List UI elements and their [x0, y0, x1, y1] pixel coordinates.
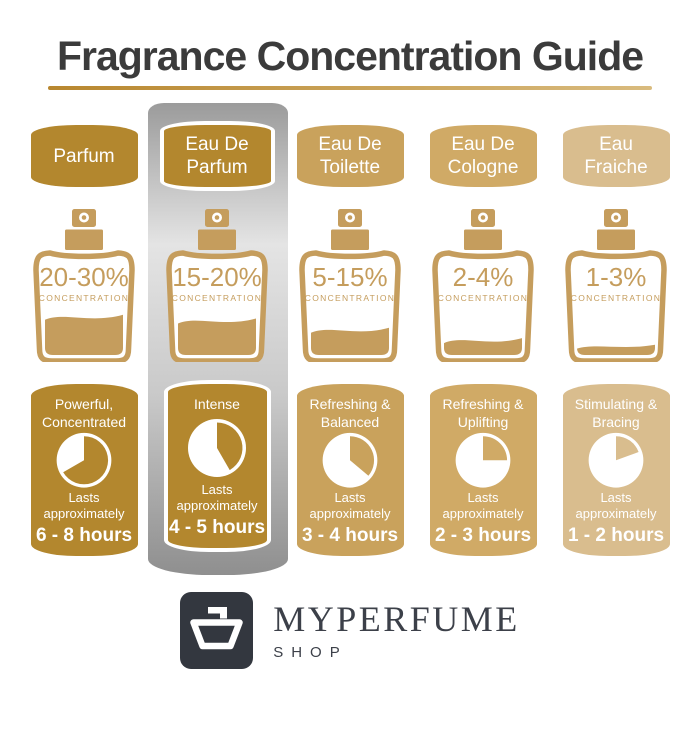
clock-wedge: [350, 436, 375, 476]
clock-icon: [588, 432, 644, 488]
card-title: Stimulating & Bracing: [574, 396, 658, 430]
hours-value: 3 - 4 hours: [301, 525, 399, 547]
column-eau-fraiche: Eau Fraiche 1-3% CONCENTRATION Stimulati…: [556, 103, 676, 575]
card-title: Refreshing & Uplifting: [442, 396, 524, 430]
duration-card: Intense Lasts approximately 4 - 5 hours: [163, 380, 271, 553]
lasts-label: Lasts approximately: [442, 489, 524, 521]
brand-name: MYPERFUME: [273, 598, 520, 639]
card-title: Powerful, Concentrated: [41, 396, 127, 430]
lasts-label: Lasts approximately: [176, 481, 258, 513]
clock-wedge: [616, 436, 639, 461]
perfume-bottle-icon: 5-15% CONCENTRATION: [291, 208, 409, 363]
clock-wedge: [63, 436, 109, 485]
header-box: Eau De Toilette: [296, 125, 404, 188]
fragrance-type-label: Parfum: [53, 145, 115, 167]
header-box: Eau De Parfum: [159, 121, 275, 192]
header-box: Eau De Cologne: [429, 125, 537, 188]
perfume-bottle-icon: 1-3% CONCENTRATION: [557, 208, 675, 363]
fragrance-type-label: Eau De Cologne: [447, 133, 519, 179]
clock-icon: [56, 432, 112, 488]
bottle-graphic: [33, 209, 135, 363]
clock-icon: [455, 432, 511, 488]
liquid-fill: [444, 338, 522, 356]
hours-value: 4 - 5 hours: [168, 517, 266, 539]
liquid-fill: [178, 318, 256, 356]
hours-value: 1 - 2 hours: [567, 525, 665, 547]
liquid-fill: [45, 314, 123, 356]
clock-wedge: [217, 422, 243, 470]
header-box: Eau Fraiche: [562, 125, 670, 188]
bottle-graphic: [565, 209, 667, 363]
card-title: Intense: [194, 396, 240, 413]
lasts-label: Lasts approximately: [43, 489, 125, 521]
clock-icon: [188, 418, 246, 477]
brand-text: MYPERFUME SHOP: [273, 601, 520, 661]
bottle-graphic: [299, 209, 401, 363]
title-underline: [48, 86, 652, 91]
column-eau-de-parfum: Eau De Parfum 15-20% CONCENTRATION Inten…: [157, 103, 277, 575]
perfume-bottle-icon: 15-20% CONCENTRATION: [158, 208, 276, 363]
page-title: Fragrance Concentration Guide: [56, 33, 644, 79]
infographic: Fragrance Concentration Guide Parfum 20-…: [0, 33, 700, 734]
hours-value: 6 - 8 hours: [35, 525, 133, 547]
header-box: Parfum: [30, 125, 138, 188]
column-eau-de-cologne: Eau De Cologne 2-4% CONCENTRATION Refres…: [423, 103, 543, 575]
column-parfum: Parfum 20-30% CONCENTRATION Powerful, Co…: [24, 103, 144, 575]
fragrance-type-label: Eau De Parfum: [185, 133, 249, 179]
duration-card: Refreshing & Uplifting Lasts approximate…: [429, 384, 537, 557]
bottle-graphic: [432, 209, 534, 363]
card-title: Refreshing & Balanced: [309, 396, 391, 430]
brand-bottle-icon: [180, 592, 254, 670]
duration-card: Refreshing & Balanced Lasts approximatel…: [296, 384, 404, 557]
lasts-label: Lasts approximately: [309, 489, 391, 521]
brand-sub: SHOP: [273, 643, 348, 661]
clock-icon: [322, 432, 378, 488]
brand-logo: MYPERFUME SHOP: [0, 592, 700, 670]
liquid-fill: [577, 344, 655, 356]
bottle-graphic: [166, 209, 268, 363]
columns-grid: Parfum 20-30% CONCENTRATION Powerful, Co…: [24, 103, 676, 576]
hours-value: 2 - 3 hours: [434, 525, 532, 547]
liquid-fill: [311, 327, 389, 356]
fragrance-type-label: Eau De Toilette: [318, 133, 382, 179]
perfume-bottle-icon: 2-4% CONCENTRATION: [424, 208, 542, 363]
column-eau-de-toilette: Eau De Toilette 5-15% CONCENTRATION Refr…: [290, 103, 410, 575]
duration-card: Stimulating & Bracing Lasts approximatel…: [562, 384, 670, 557]
duration-card: Powerful, Concentrated Lasts approximate…: [30, 384, 138, 557]
perfume-bottle-icon: 20-30% CONCENTRATION: [25, 208, 143, 363]
lasts-label: Lasts approximately: [575, 489, 657, 521]
clock-wedge: [483, 436, 508, 461]
fragrance-type-label: Eau Fraiche: [584, 133, 648, 179]
